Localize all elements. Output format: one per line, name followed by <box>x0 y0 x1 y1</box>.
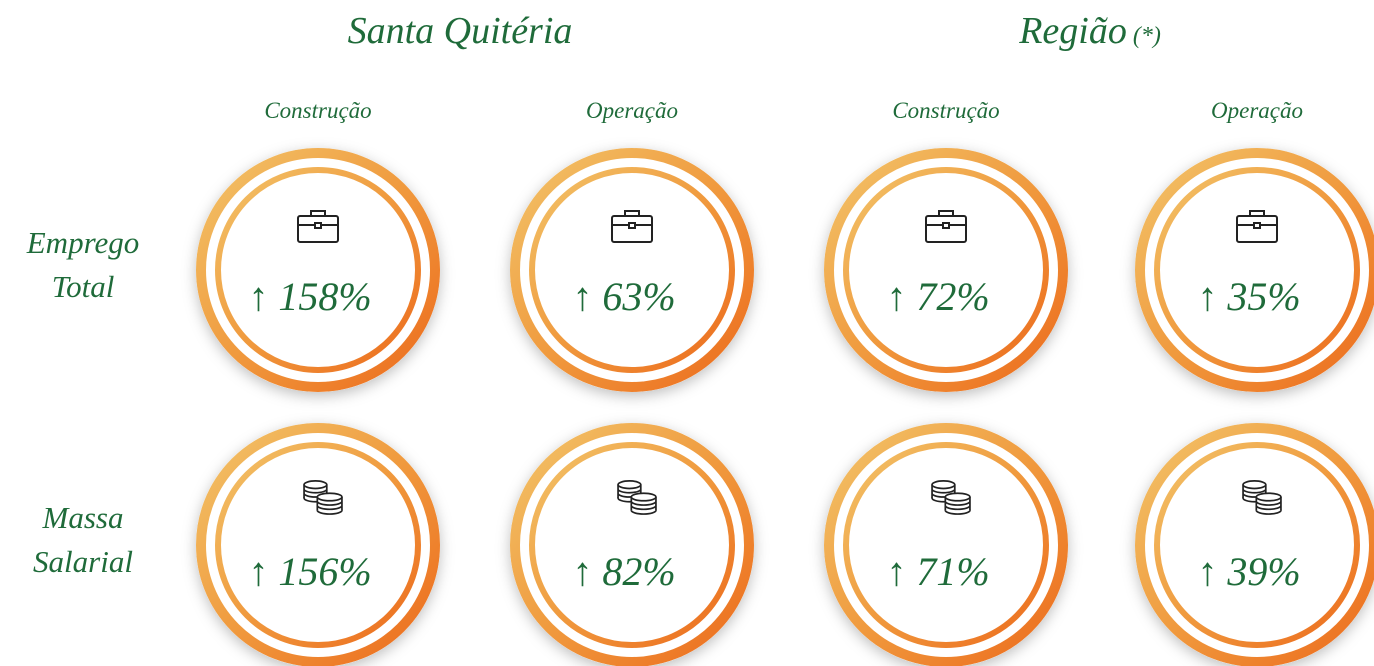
outer-ring <box>1135 148 1374 392</box>
group-title: Região (*) <box>1018 10 1161 52</box>
group-title: Santa Quitéria <box>348 10 573 52</box>
kpi-circle: ↑ 35% <box>1135 148 1374 392</box>
column-heading: Construção <box>892 98 999 123</box>
group-title-note: (*) <box>1133 23 1161 49</box>
group-title-text: Região <box>1018 10 1127 52</box>
inner-ring <box>843 442 1049 648</box>
outer-ring <box>196 148 440 392</box>
outer-ring <box>1135 423 1374 666</box>
kpi-circle: ↑ 82% <box>510 423 754 666</box>
kpi-value: ↑ 156% <box>248 549 371 594</box>
inner-ring <box>529 167 735 373</box>
kpi-value: ↑ 63% <box>572 274 675 319</box>
circle-fill <box>196 423 440 666</box>
outer-ring <box>510 423 754 666</box>
outer-ring <box>510 148 754 392</box>
outer-ring <box>196 423 440 666</box>
kpi-circle: ↑ 156% <box>196 423 440 666</box>
inner-ring <box>529 442 735 648</box>
row-label: Total <box>52 269 115 304</box>
inner-ring <box>215 442 421 648</box>
kpi-value: ↑ 158% <box>248 274 371 319</box>
circle-fill <box>1135 423 1374 666</box>
outer-ring <box>824 148 1068 392</box>
column-heading: Operação <box>1211 98 1303 123</box>
kpi-circle: ↑ 72% <box>824 148 1068 392</box>
kpi-value: ↑ 35% <box>1197 274 1300 319</box>
kpi-value: ↑ 72% <box>886 274 989 319</box>
column-heading: Operação <box>586 98 678 123</box>
row-label: Massa <box>42 500 124 535</box>
kpi-circle: ↑ 63% <box>510 148 754 392</box>
circle-fill <box>510 148 754 392</box>
kpi-value: ↑ 71% <box>886 549 989 594</box>
inner-ring <box>1154 167 1360 373</box>
kpi-value: ↑ 82% <box>572 549 675 594</box>
row-label: Emprego <box>26 225 140 260</box>
group-title-text: Santa Quitéria <box>348 10 573 52</box>
circle-fill <box>196 148 440 392</box>
column-heading: Construção <box>264 98 371 123</box>
inner-ring <box>843 167 1049 373</box>
inner-ring <box>1154 442 1360 648</box>
kpi-circle: ↑ 158% <box>196 148 440 392</box>
kpi-circle: ↑ 39% <box>1135 423 1374 666</box>
circle-fill <box>824 148 1068 392</box>
inner-ring <box>215 167 421 373</box>
circle-fill <box>510 423 754 666</box>
circle-fill <box>1135 148 1374 392</box>
kpi-value: ↑ 39% <box>1197 549 1300 594</box>
row-label: Salarial <box>33 544 133 579</box>
kpi-circle: ↑ 71% <box>824 423 1068 666</box>
outer-ring <box>824 423 1068 666</box>
circle-fill <box>824 423 1068 666</box>
